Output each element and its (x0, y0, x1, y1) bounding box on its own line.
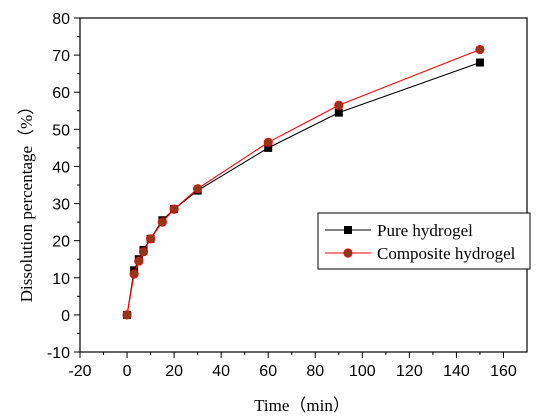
x-axis-title: Time（min） (254, 396, 350, 415)
plot-frame (79, 17, 528, 353)
series-composite-hydrogel (122, 44, 485, 320)
data-point (157, 217, 167, 227)
y-axis-title: Dissolution percentage（%） (17, 98, 36, 302)
data-point (145, 234, 156, 244)
series-line (126, 49, 481, 315)
data-point (138, 247, 149, 257)
data-point (193, 184, 203, 194)
data-point (122, 310, 132, 320)
data-point (475, 58, 484, 67)
legend-entry: Composite hydrogel (325, 244, 516, 263)
data-point (169, 204, 179, 214)
y-tick-label: 80 (52, 11, 70, 28)
x-tick-label: 40 (212, 363, 230, 380)
y-tick-label: 40 (52, 159, 70, 176)
y-tick-label: 70 (52, 48, 70, 65)
data-point (129, 269, 139, 279)
y-tick-label: 50 (52, 122, 70, 139)
data-point (134, 256, 144, 266)
x-tick-label: 20 (165, 363, 183, 380)
y-tick-label: 10 (52, 271, 70, 288)
x-tick-label: -20 (68, 363, 91, 380)
series-layer (122, 44, 485, 320)
legend-label: Composite hydrogel (377, 244, 516, 263)
series-pure-hydrogel (123, 58, 484, 319)
legend-marker (344, 226, 352, 234)
y-tick-label: 0 (61, 308, 70, 325)
plot-area (79, 17, 528, 353)
y-tick-label: 30 (52, 197, 70, 214)
legend-box (317, 212, 531, 270)
data-point (263, 137, 273, 147)
legend-entry: Pure hydrogel (325, 221, 473, 240)
data-point (264, 143, 273, 152)
x-axis: -20 0 20 40 60 80 100 120 140 160 (68, 352, 517, 380)
x-tick-label: 80 (306, 363, 324, 380)
y-tick-label: 20 (52, 234, 70, 251)
legend-marker (343, 248, 353, 258)
x-tick-label: 100 (349, 363, 376, 380)
x-tick-label: 0 (123, 363, 132, 380)
y-tick-label: -10 (47, 345, 70, 362)
legend-label: Pure hydrogel (377, 221, 473, 240)
x-tick-label: 140 (443, 363, 470, 380)
data-point (475, 44, 485, 55)
x-tick-label: 60 (259, 363, 277, 380)
x-tick-label: 120 (396, 363, 423, 380)
y-tick-label: 60 (52, 85, 70, 102)
series-line (126, 62, 481, 315)
y-axis: -10 0 10 20 30 40 50 60 70 80 (47, 11, 80, 362)
legend: Pure hydrogel Composite hydrogel (317, 212, 531, 270)
x-tick-label: 160 (490, 363, 517, 380)
data-point (334, 108, 343, 117)
data-point (334, 100, 344, 110)
